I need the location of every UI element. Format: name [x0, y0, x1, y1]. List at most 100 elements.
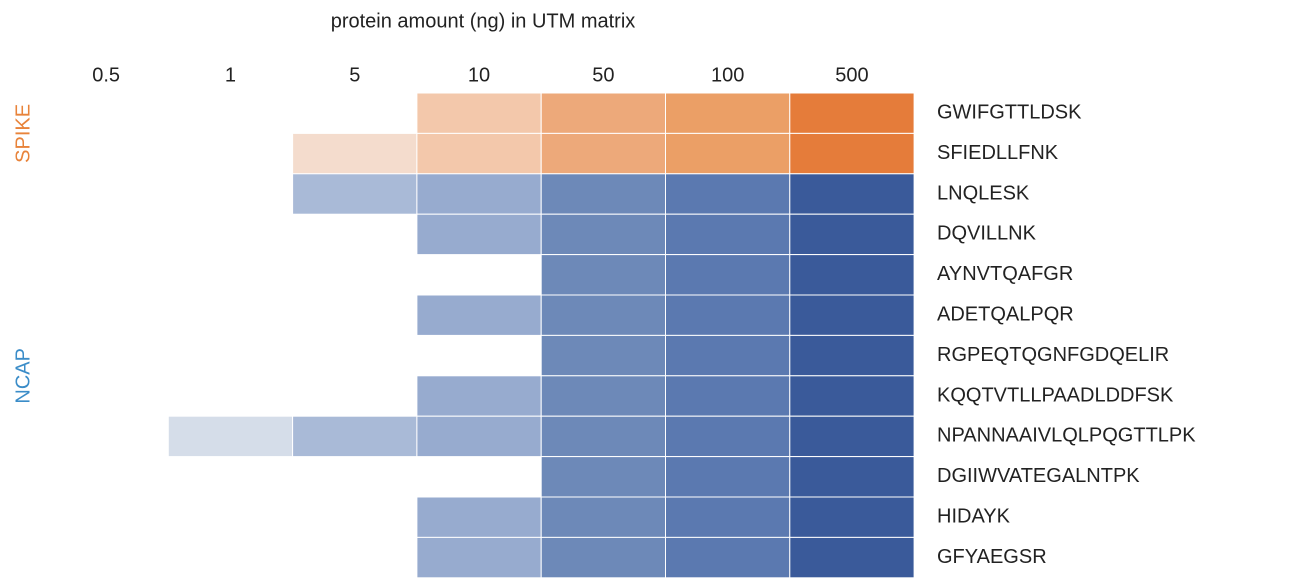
- cell: [665, 92, 791, 134]
- cell: [789, 334, 915, 377]
- cell: [665, 536, 791, 578]
- cell: [416, 375, 542, 417]
- cell: [417, 255, 541, 295]
- cell: [789, 496, 915, 538]
- column-label: 10: [468, 64, 490, 86]
- cell: [540, 213, 667, 256]
- cell: [665, 254, 791, 296]
- cell: [44, 537, 168, 577]
- chart-title: protein amount (ng) in UTM matrix: [331, 10, 636, 32]
- cell: [168, 93, 292, 133]
- row-label: RGPEQTQGNFGDQELIR: [937, 344, 1169, 366]
- cell: [665, 294, 791, 336]
- cell: [540, 254, 667, 296]
- cell: [168, 376, 292, 416]
- cell: [416, 213, 542, 256]
- column-label: 0.5: [92, 64, 120, 86]
- cell: [168, 457, 292, 497]
- group-label: SPIKE: [12, 104, 34, 163]
- cell: [44, 457, 168, 497]
- cell: [416, 496, 542, 538]
- cell: [44, 174, 168, 214]
- cell: [789, 536, 915, 578]
- cell: [44, 255, 168, 295]
- cell: [168, 133, 292, 173]
- cell: [44, 335, 168, 375]
- cell: [293, 93, 417, 133]
- cell: [540, 92, 667, 134]
- cell: [293, 295, 417, 335]
- cell: [665, 132, 791, 175]
- cell: [665, 173, 791, 215]
- cell: [293, 497, 417, 537]
- cell: [293, 255, 417, 295]
- cell: [417, 457, 541, 497]
- row-label: DGIIWVATEGALNTPK: [937, 465, 1140, 487]
- cell: [417, 335, 541, 375]
- row-label: DQVILLNK: [937, 223, 1037, 245]
- cell: [665, 213, 791, 256]
- cell: [44, 133, 168, 173]
- cell: [416, 132, 542, 175]
- cell: [789, 213, 915, 256]
- cell: [168, 214, 292, 254]
- cell: [789, 254, 915, 296]
- row-label: AYNVTQAFGR: [937, 263, 1073, 285]
- cell: [540, 294, 667, 336]
- column-label: 1: [225, 64, 236, 86]
- cell: [168, 537, 292, 577]
- row-label: NPANNAAIVLQLPQGTTLPK: [937, 425, 1196, 447]
- cell: [168, 255, 292, 295]
- cell: [168, 174, 292, 214]
- cell: [665, 334, 791, 377]
- cell: [292, 173, 418, 215]
- cell: [293, 376, 417, 416]
- cell: [540, 536, 667, 578]
- cell: [293, 214, 417, 254]
- cell: [416, 415, 542, 458]
- cell: [540, 456, 667, 498]
- cell: [416, 92, 542, 134]
- row-label: LNQLESK: [937, 182, 1030, 204]
- cell: [540, 375, 667, 417]
- cell: [665, 456, 791, 498]
- cell: [44, 376, 168, 416]
- cell: [540, 173, 667, 215]
- cell: [665, 415, 791, 458]
- cell: [292, 132, 418, 175]
- cell: [44, 214, 168, 254]
- cell: [416, 536, 542, 578]
- cell: [789, 456, 915, 498]
- cell: [293, 457, 417, 497]
- cell: [293, 335, 417, 375]
- cell: [44, 416, 168, 456]
- cell: [789, 132, 915, 175]
- column-label: 500: [835, 64, 868, 86]
- cell: [44, 93, 168, 133]
- cell: [540, 415, 667, 458]
- cell: [416, 173, 542, 215]
- row-label: SFIEDLLFNK: [937, 142, 1059, 164]
- cell: [540, 132, 667, 175]
- cell: [540, 496, 667, 538]
- row-label: ADETQALPQR: [937, 303, 1074, 325]
- column-label: 50: [592, 64, 614, 86]
- cell: [292, 415, 418, 458]
- cell: [789, 415, 915, 458]
- cell: [789, 173, 915, 215]
- cell: [789, 375, 915, 417]
- cell: [789, 92, 915, 134]
- cell: [789, 294, 915, 336]
- cell: [44, 295, 168, 335]
- cell: [665, 375, 791, 417]
- column-label: 5: [349, 64, 360, 86]
- row-label: HIDAYK: [937, 505, 1011, 527]
- cell: [665, 496, 791, 538]
- cell: [44, 497, 168, 537]
- cell: [168, 335, 292, 375]
- cell: [416, 294, 542, 336]
- row-label: GWIFGTTLDSK: [937, 101, 1082, 123]
- cell: [168, 295, 292, 335]
- cell: [167, 415, 294, 458]
